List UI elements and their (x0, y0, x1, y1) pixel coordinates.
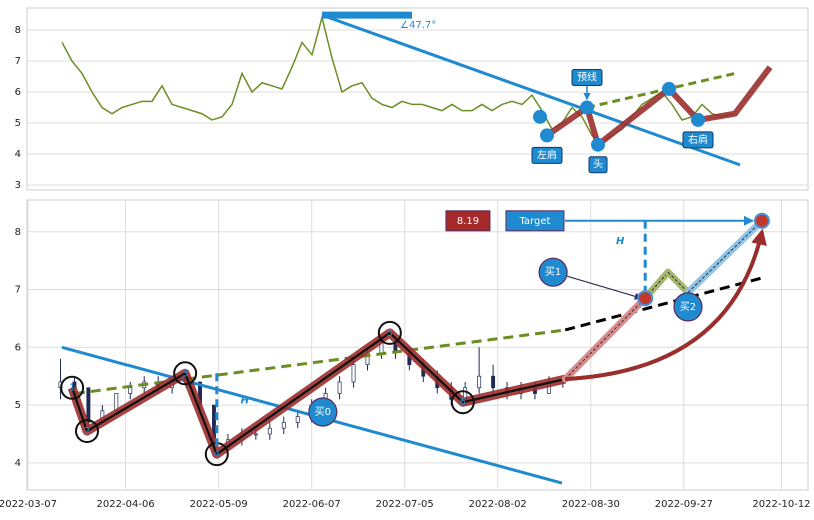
target-value-box (445, 210, 491, 232)
candle-body (253, 433, 258, 436)
y-tick-label: 8 (15, 227, 21, 238)
target-value: 8.19 (457, 216, 479, 227)
candle-body (491, 375, 496, 389)
angle-label: ∠47.7° (400, 20, 436, 31)
target-label: Target (518, 216, 550, 227)
pivot-label: 5 (387, 328, 393, 339)
buy-point (538, 257, 568, 287)
pivot-label: 1 (69, 383, 75, 394)
label-box (682, 131, 714, 149)
panel (26, 199, 809, 491)
projection-segment (664, 268, 692, 296)
neckline (74, 328, 566, 396)
panel (26, 7, 809, 191)
y-tick-label: 5 (15, 400, 21, 411)
candle-body (477, 375, 482, 389)
pivot (60, 375, 85, 400)
projection (564, 276, 763, 332)
y-tick-label: 8 (15, 25, 21, 36)
candle-body (267, 427, 272, 435)
pattern-point (691, 112, 705, 127)
y-tick-label: 7 (15, 56, 21, 67)
buy-label: 买2 (680, 301, 696, 313)
pattern-point (533, 109, 547, 124)
x-tick-label: 2022-04-06 (97, 499, 155, 510)
label-box (588, 156, 608, 174)
label-text: 预线 (577, 71, 597, 84)
target-curve (565, 228, 767, 382)
y-tick-label: 4 (15, 458, 21, 469)
buy-point (308, 397, 338, 427)
pattern-point (540, 128, 554, 143)
y-tick-label: 3 (15, 180, 21, 191)
pattern-point (580, 100, 594, 115)
y-tick-label: 7 (15, 285, 21, 296)
pivot (173, 361, 198, 386)
label-text: 左肩 (537, 148, 557, 161)
target-point (753, 212, 770, 229)
x-tick-label: 2022-10-12 (752, 499, 810, 510)
buy-label: 买1 (545, 266, 561, 278)
target-box (505, 210, 565, 232)
trend-line (321, 13, 741, 167)
pivot-label: 2 (84, 426, 90, 437)
pattern-point (662, 81, 676, 96)
buy-label: 买0 (315, 406, 331, 418)
candle-body (295, 416, 300, 423)
x-tick-label: 2022-05-09 (190, 499, 248, 510)
pivot (75, 419, 100, 444)
h-label: H (616, 236, 625, 247)
label-box (531, 146, 563, 164)
x-tick-label: 2022-03-07 (0, 499, 57, 510)
y-tick-label: 6 (15, 342, 21, 353)
buy1-point (637, 290, 654, 307)
label-text: 头 (593, 159, 603, 171)
buy-arrow (566, 275, 642, 300)
pivot-label: 4 (214, 449, 220, 460)
candle-body (281, 422, 286, 429)
y-tick-label: 6 (15, 87, 21, 98)
h-label: H (241, 396, 250, 407)
candle-body (86, 387, 91, 423)
pivot-label: 6 (460, 397, 466, 408)
x-tick-label: 2022-09-27 (655, 499, 713, 510)
label-box (571, 69, 603, 87)
x-tick-label: 2022-06-07 (283, 499, 341, 510)
zigzag-line (71, 331, 566, 456)
projection-center (564, 297, 646, 380)
label-text: 右肩 (688, 133, 708, 146)
x-tick-label: 2022-08-02 (469, 499, 527, 510)
buy-point (673, 292, 703, 322)
candle-body (337, 381, 342, 394)
x-tick-label: 2022-07-05 (376, 499, 434, 510)
projection-center (687, 220, 763, 293)
pivot (377, 320, 402, 345)
x-tick-label: 2022-08-30 (562, 499, 620, 510)
candle-body (128, 387, 133, 394)
y-tick-label: 5 (15, 118, 21, 129)
pattern-point (591, 137, 605, 152)
y-tick-label: 4 (15, 149, 21, 160)
candle-body (351, 364, 356, 383)
pivot (450, 390, 475, 415)
pivot-label: 3 (182, 368, 188, 379)
